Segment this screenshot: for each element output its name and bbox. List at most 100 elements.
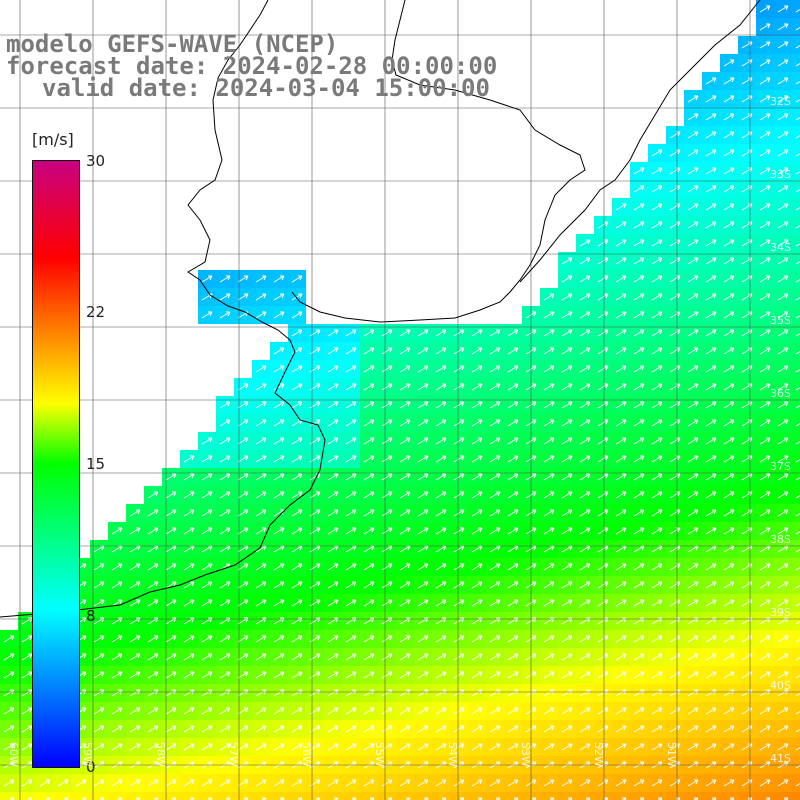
wind-arrow — [201, 563, 213, 571]
wind-arrow — [615, 491, 627, 499]
wind-arrow — [759, 293, 771, 301]
wind-arrow — [417, 455, 429, 463]
wind-arrow — [183, 599, 195, 607]
wind-arrow — [705, 365, 717, 373]
wind-arrow — [759, 509, 771, 517]
wind-arrow — [795, 765, 800, 769]
wind-arrow — [255, 509, 267, 517]
wind-arrow — [255, 725, 267, 733]
wind-arrow — [777, 383, 789, 391]
wind-arrow — [327, 743, 339, 751]
wind-arrow — [777, 221, 789, 229]
wind-arrow — [579, 329, 591, 337]
wind-arrow — [777, 653, 789, 661]
wind-arrow — [543, 329, 555, 337]
wind-cell — [792, 630, 800, 648]
wind-arrow — [165, 725, 177, 733]
wind-arrow — [561, 455, 573, 463]
wind-arrow — [201, 311, 213, 319]
wind-arrow — [795, 783, 800, 787]
lat-label: 36S — [770, 387, 791, 400]
wind-arrow — [561, 293, 573, 301]
wind-arrow — [345, 743, 357, 751]
wind-cell — [666, 792, 684, 800]
wind-cell — [774, 792, 792, 800]
wind-arrow — [219, 491, 231, 499]
wind-arrow — [309, 527, 321, 535]
wind-cell — [756, 792, 774, 800]
wind-arrow — [219, 311, 231, 319]
wind-arrow — [633, 563, 645, 571]
wind-arrow — [363, 707, 375, 715]
wind-arrow — [687, 293, 699, 301]
wind-arrow — [417, 581, 429, 589]
wind-arrow — [795, 189, 800, 193]
wind-arrow — [381, 779, 393, 787]
wind-arrow — [471, 437, 483, 445]
wind-arrow — [453, 707, 465, 715]
wind-arrow — [219, 455, 231, 463]
wind-cell — [792, 648, 800, 666]
wind-arrow — [723, 437, 735, 445]
wind-arrow — [651, 509, 663, 517]
wind-arrow — [507, 707, 519, 715]
wind-cell — [792, 792, 800, 800]
wind-arrow — [273, 599, 285, 607]
wind-arrow — [651, 149, 663, 157]
wind-arrow — [471, 347, 483, 355]
wind-arrow — [489, 491, 501, 499]
wind-arrow — [597, 743, 609, 751]
wind-arrow — [3, 707, 15, 715]
wind-arrow — [21, 725, 33, 733]
wind-cell — [792, 468, 800, 486]
wind-arrow — [129, 653, 141, 661]
wind-arrow — [489, 599, 501, 607]
wind-arrow — [795, 81, 800, 85]
wind-arrow — [561, 725, 573, 733]
wind-arrow — [651, 383, 663, 391]
wind-arrow — [345, 779, 357, 787]
wind-arrow — [723, 563, 735, 571]
wind-arrow — [777, 401, 789, 409]
wind-arrow — [507, 635, 519, 643]
wind-arrow — [309, 491, 321, 499]
wind-arrow — [759, 671, 771, 679]
wind-arrow — [327, 599, 339, 607]
wind-arrow — [687, 221, 699, 229]
wind-arrow — [255, 383, 267, 391]
wind-arrow — [417, 437, 429, 445]
wind-arrow — [549, 797, 555, 800]
wind-arrow — [399, 779, 411, 787]
wind-arrow — [759, 149, 771, 157]
wind-arrow — [363, 491, 375, 499]
wind-arrow — [309, 581, 321, 589]
wind-arrow — [111, 581, 123, 589]
wind-arrow — [255, 491, 267, 499]
wind-arrow — [381, 455, 393, 463]
wind-arrow — [669, 509, 681, 517]
wind-arrow — [219, 671, 231, 679]
wind-arrow — [327, 725, 339, 733]
wind-arrow — [183, 509, 195, 517]
wind-arrow — [543, 437, 555, 445]
wind-arrow — [795, 117, 800, 121]
wind-arrow — [705, 473, 717, 481]
wind-arrow — [723, 59, 735, 67]
wind-arrow — [363, 383, 375, 391]
wind-arrow — [579, 653, 591, 661]
wind-arrow — [273, 527, 285, 535]
wind-arrow — [507, 383, 519, 391]
wind-arrow — [597, 383, 609, 391]
wind-arrow — [723, 311, 735, 319]
wind-arrow — [39, 779, 51, 787]
wind-arrow — [27, 797, 33, 800]
wind-cell — [792, 72, 800, 90]
wind-arrow — [561, 437, 573, 445]
lat-label: 40S — [770, 679, 791, 692]
wind-arrow — [435, 383, 447, 391]
wind-arrow — [651, 455, 663, 463]
wind-arrow — [633, 203, 645, 211]
wind-arrow — [723, 581, 735, 589]
wind-arrow — [345, 563, 357, 571]
